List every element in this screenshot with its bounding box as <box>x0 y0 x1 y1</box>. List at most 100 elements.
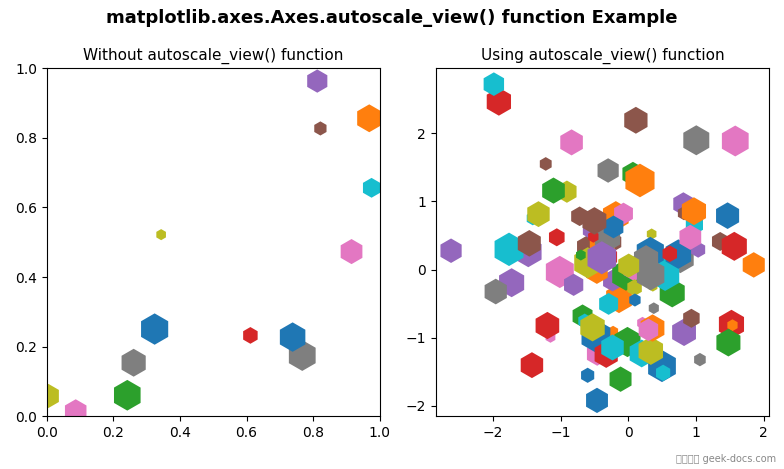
Point <box>503 246 515 253</box>
Point <box>606 277 619 284</box>
Point <box>584 245 597 253</box>
Point <box>601 234 614 241</box>
Point <box>640 255 652 263</box>
Point <box>506 279 518 287</box>
Point <box>647 282 659 290</box>
Point <box>573 212 586 220</box>
Point <box>621 338 633 346</box>
Point <box>244 332 256 339</box>
Point <box>725 320 738 328</box>
Point <box>728 242 741 250</box>
Point <box>629 296 641 304</box>
Point <box>523 240 535 247</box>
Point <box>726 321 739 329</box>
Point <box>714 238 727 245</box>
Point <box>644 346 656 353</box>
Point <box>619 271 632 279</box>
Point <box>565 139 578 146</box>
Point <box>148 325 161 333</box>
Point <box>657 369 670 377</box>
Point <box>588 217 601 225</box>
Point <box>637 319 649 327</box>
Point <box>644 271 657 278</box>
Point <box>648 304 660 312</box>
Point <box>722 339 735 346</box>
Point <box>694 356 706 363</box>
Point <box>692 246 705 253</box>
Point <box>582 259 594 266</box>
Point <box>568 281 580 288</box>
Point <box>121 392 133 399</box>
Point <box>678 328 691 336</box>
Point <box>365 184 378 191</box>
Point <box>609 212 622 219</box>
Point <box>590 397 603 404</box>
Point <box>532 211 545 218</box>
Point <box>688 207 700 215</box>
Point <box>492 269 505 276</box>
Point <box>489 288 502 295</box>
Point <box>525 362 538 369</box>
Point <box>635 350 648 357</box>
Point <box>311 77 324 85</box>
Point <box>672 250 684 258</box>
Point <box>363 114 376 122</box>
Point <box>655 363 668 370</box>
Point <box>666 289 678 297</box>
Point <box>587 233 600 241</box>
Point <box>575 251 587 259</box>
Point <box>383 310 396 318</box>
Point <box>527 215 539 222</box>
Point <box>685 315 698 322</box>
Point <box>585 226 597 234</box>
Point <box>628 265 641 272</box>
Point <box>721 212 734 219</box>
Point <box>541 322 554 329</box>
Point <box>155 231 168 238</box>
Text: matplotlib.axes.Axes.autoscale_view() function Example: matplotlib.axes.Axes.autoscale_view() fu… <box>107 9 677 27</box>
Point <box>445 247 457 255</box>
Point <box>638 262 651 269</box>
Point <box>677 210 690 217</box>
Point <box>28 439 41 447</box>
Point <box>674 254 687 261</box>
Point <box>688 221 701 228</box>
Point <box>747 261 760 269</box>
Point <box>607 328 619 335</box>
Point <box>645 230 658 238</box>
Point <box>576 312 589 320</box>
Point <box>602 253 615 261</box>
Point <box>646 324 659 332</box>
Point <box>150 438 162 445</box>
Point <box>642 326 655 333</box>
Point <box>554 268 566 276</box>
Point <box>539 160 552 168</box>
Point <box>70 408 82 416</box>
Point <box>16 127 29 134</box>
Point <box>522 248 535 256</box>
Point <box>684 234 697 241</box>
Point <box>602 167 615 174</box>
Title: Using autoscale_view() function: Using autoscale_view() function <box>481 48 724 64</box>
Point <box>622 262 635 269</box>
Point <box>561 188 573 196</box>
Point <box>613 295 626 302</box>
Point <box>42 392 55 400</box>
Point <box>663 250 676 257</box>
Point <box>630 116 642 124</box>
Point <box>286 333 299 341</box>
Point <box>644 347 657 355</box>
Point <box>296 352 309 359</box>
Point <box>590 268 603 275</box>
Point <box>345 248 358 255</box>
Point <box>690 136 702 144</box>
Point <box>657 389 670 396</box>
Point <box>561 294 574 301</box>
Point <box>615 375 627 383</box>
Text: 极客教程 geek-docs.com: 极客教程 geek-docs.com <box>676 454 776 464</box>
Point <box>602 300 615 308</box>
Point <box>221 439 234 446</box>
Point <box>647 326 659 334</box>
Point <box>590 332 602 340</box>
Point <box>582 371 594 379</box>
